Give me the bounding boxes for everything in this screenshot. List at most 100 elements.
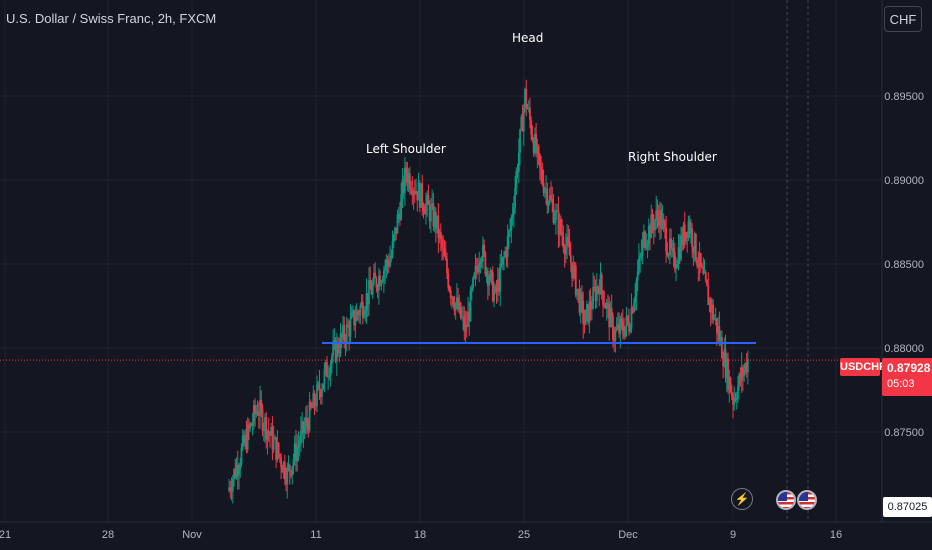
- candle-up: [725, 358, 728, 378]
- candle-up: [717, 326, 720, 334]
- candle-up: [259, 399, 261, 416]
- candle-down: [583, 323, 586, 325]
- candle-down: [593, 287, 596, 289]
- candle-down: [369, 280, 372, 290]
- x-tick-label: 9: [730, 529, 736, 541]
- lightning-icon[interactable]: ⚡: [731, 488, 753, 510]
- candle-up: [733, 397, 736, 405]
- candle-down: [432, 203, 435, 227]
- symbol-tag: USDCHF: [840, 358, 886, 376]
- candle-down: [313, 393, 316, 406]
- candle-down: [260, 399, 263, 409]
- candle-down: [604, 305, 607, 309]
- candle-up: [239, 464, 242, 470]
- currency-button[interactable]: CHF: [884, 6, 922, 32]
- candle-up: [363, 315, 365, 318]
- candle-up: [345, 324, 348, 344]
- candle-down: [577, 288, 580, 290]
- candle-up: [534, 134, 536, 153]
- candle-down: [387, 262, 390, 267]
- candle-down: [428, 204, 431, 222]
- candle-up: [391, 241, 394, 256]
- candle-down: [441, 238, 443, 249]
- candle-down: [696, 259, 698, 266]
- current-price-tag: 0.87928 05:03: [882, 358, 932, 396]
- candle-up: [293, 443, 296, 460]
- candle-up: [519, 129, 521, 153]
- candle-down: [236, 464, 239, 475]
- candle-up: [625, 315, 628, 327]
- candle-down: [399, 213, 401, 220]
- candle-down: [652, 224, 655, 231]
- candle-down: [546, 188, 549, 206]
- candle-up: [228, 487, 230, 491]
- candle-up: [272, 438, 275, 450]
- candle-up: [371, 283, 374, 295]
- candle-up: [266, 430, 269, 440]
- candle-up: [676, 263, 679, 268]
- candle-down: [353, 310, 356, 326]
- candle-down: [366, 293, 369, 305]
- candle-up: [485, 270, 488, 275]
- candle-up: [456, 297, 458, 303]
- candle-up: [350, 313, 353, 319]
- candle-down: [295, 443, 297, 462]
- candle-down: [306, 418, 308, 424]
- candle-up: [738, 374, 741, 386]
- candle-up: [638, 257, 640, 272]
- candle-up: [317, 383, 320, 385]
- candle-down: [290, 471, 292, 476]
- candle-down: [490, 270, 493, 273]
- candle-up: [238, 469, 240, 475]
- candle-up: [382, 270, 385, 281]
- candle-down: [734, 397, 737, 400]
- candle-down: [569, 255, 572, 263]
- candle-up: [365, 293, 368, 311]
- candle-up: [378, 275, 380, 291]
- candle-down: [649, 226, 651, 239]
- candle-up: [400, 194, 403, 220]
- candle-down: [610, 308, 613, 317]
- candle-down: [706, 280, 708, 286]
- chart-title: U.S. Dollar / Swiss Franc, 2h, FXCM: [6, 11, 217, 26]
- candle-down: [370, 289, 373, 295]
- candle-up: [394, 227, 396, 236]
- candle-up: [629, 328, 632, 332]
- candle-down: [411, 191, 414, 196]
- us-flag-icon[interactable]: [776, 490, 796, 510]
- candle-up: [647, 226, 650, 244]
- candle-down: [280, 457, 282, 468]
- candle-up: [510, 217, 513, 231]
- candle-up: [384, 267, 386, 271]
- candle-up: [564, 245, 567, 255]
- y-tick-label: 0.87500: [884, 427, 924, 439]
- candle-up: [728, 377, 731, 390]
- candle-up: [677, 247, 680, 264]
- candle-down: [702, 267, 705, 274]
- candle-down: [664, 222, 666, 229]
- candle-down: [256, 411, 259, 414]
- candle-down: [660, 209, 663, 229]
- grid-layer: [0, 0, 882, 522]
- candle-up: [508, 230, 510, 236]
- candle-up: [616, 324, 619, 329]
- candle-down: [406, 173, 409, 183]
- candle-down: [730, 392, 733, 397]
- candle-down: [712, 304, 715, 320]
- candle-up: [503, 256, 505, 258]
- candle-up: [407, 173, 410, 183]
- us-flag-icon[interactable]: [797, 490, 817, 510]
- candle-up: [438, 231, 441, 239]
- candle-up: [553, 220, 556, 223]
- candle-up: [682, 224, 685, 246]
- candle-up: [566, 236, 568, 246]
- candle-up: [240, 447, 243, 465]
- y-tick-label: 0.88500: [884, 259, 924, 271]
- candle-up: [335, 341, 338, 362]
- candle-up: [527, 107, 530, 109]
- candle-down: [281, 467, 284, 473]
- candle-down: [540, 166, 542, 171]
- candle-down: [707, 285, 710, 306]
